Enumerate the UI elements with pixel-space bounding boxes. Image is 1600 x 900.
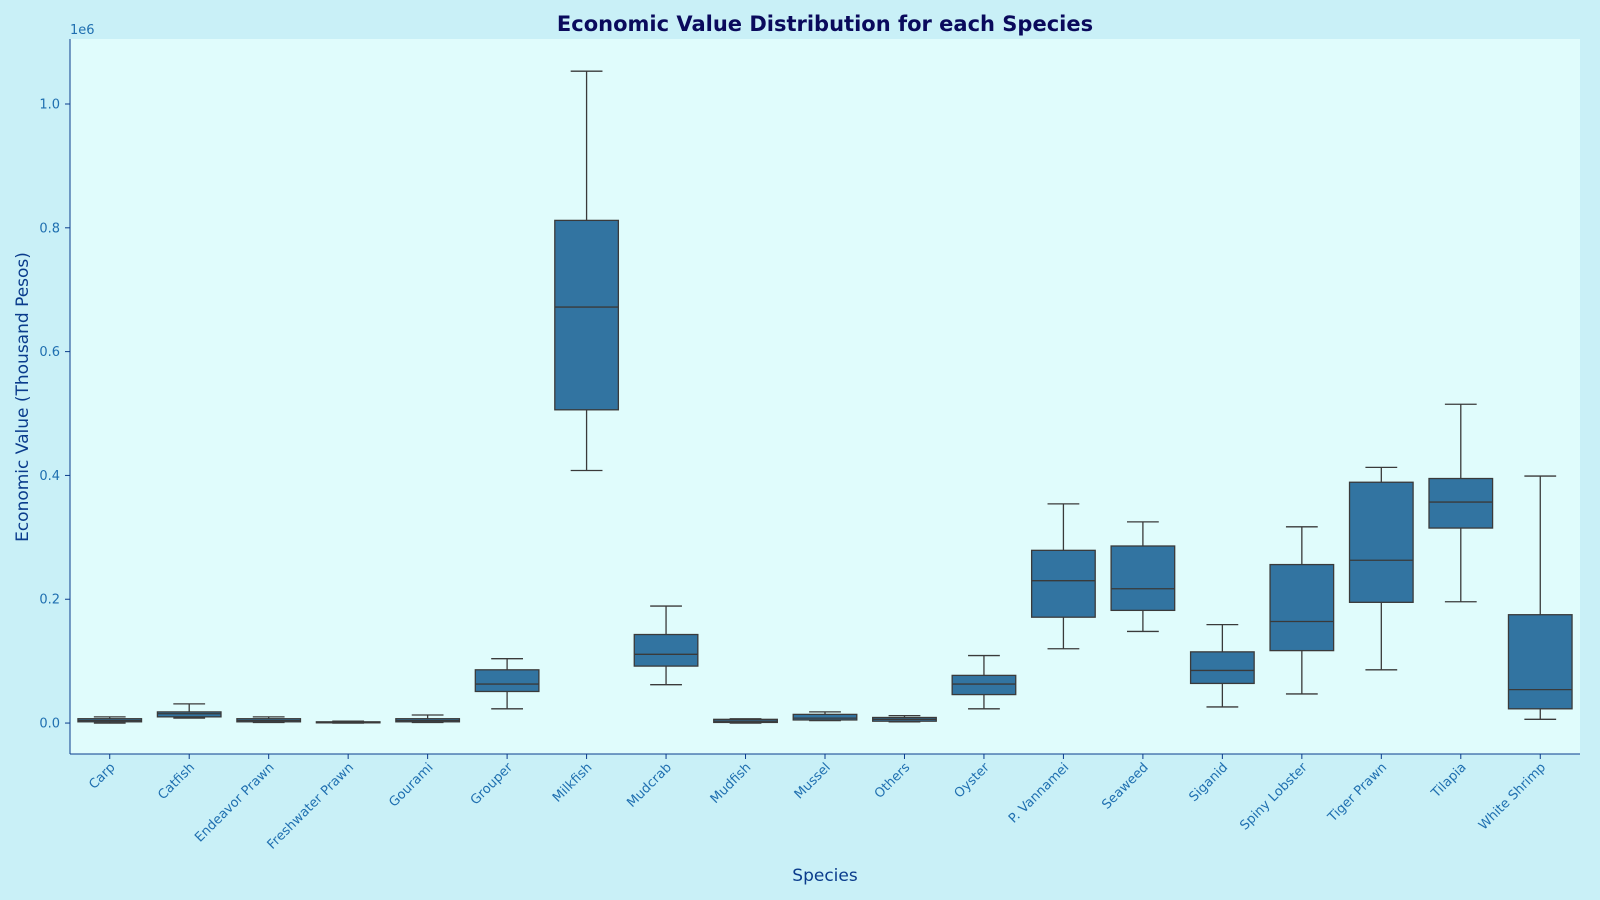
box-freshwater-prawn xyxy=(315,720,381,724)
x-tick-label: Seaweed xyxy=(1099,760,1151,812)
x-tick-label: Milkfish xyxy=(550,760,595,805)
box-tiger-prawn xyxy=(1348,466,1414,671)
box-oyster xyxy=(951,654,1017,710)
x-tick-label: Mudfish xyxy=(708,760,755,807)
iqr-box xyxy=(1030,549,1096,618)
x-tick-label: Mussel xyxy=(792,760,834,802)
iqr-box xyxy=(474,669,540,693)
y-axis: 0.0 0.2 0.4 0.6 0.8 1.0 xyxy=(39,39,71,754)
x-tick-label: P. Vannamei xyxy=(1006,760,1072,826)
iqr-box xyxy=(554,219,620,411)
x-tick-label: Carp xyxy=(86,760,118,792)
box-carp xyxy=(77,716,143,724)
x-tick-label: Endeavor Prawn xyxy=(192,760,277,845)
x-tick-label: Tilapia xyxy=(1428,760,1469,801)
x-tick-label: Spiny Lobster xyxy=(1237,760,1311,834)
x-tick-label: Freshwater Prawn xyxy=(265,760,357,852)
box-grouper xyxy=(474,658,540,710)
x-tick-label: Gourami xyxy=(386,760,436,810)
iqr-box xyxy=(1269,563,1335,652)
y-tick-label: 0.6 xyxy=(39,345,60,360)
x-tick-label: Grouper xyxy=(468,760,516,808)
x-tick-label: Siganid xyxy=(1187,760,1232,805)
box-milkfish xyxy=(554,70,620,472)
iqr-box xyxy=(633,633,699,667)
y-tick-label: 0.0 xyxy=(39,717,60,732)
iqr-box xyxy=(1110,545,1176,612)
y-tick-label: 0.8 xyxy=(39,221,60,236)
y-tick-label: 1.0 xyxy=(39,98,60,113)
x-tick-label: Tiger Prawn xyxy=(1325,760,1391,826)
y-axis-offset-label: 1e6 xyxy=(70,23,95,38)
box-others xyxy=(872,714,937,723)
box-spiny-lobster xyxy=(1269,526,1335,695)
y-tick-label: 0.2 xyxy=(39,593,60,608)
iqr-box xyxy=(792,713,858,721)
x-tick-label: Mudcrab xyxy=(624,760,675,811)
box-mudfish xyxy=(713,718,778,724)
iqr-box xyxy=(951,674,1017,696)
box-catfish xyxy=(156,703,222,719)
box-gourami xyxy=(395,714,461,724)
x-tick-label: Oyster xyxy=(952,760,994,802)
plot-area xyxy=(70,39,1580,754)
box-mussel xyxy=(792,711,858,722)
x-tick-label: Catfish xyxy=(155,760,198,803)
box-p-vannamei xyxy=(1030,503,1096,650)
box-siganid xyxy=(1189,623,1255,708)
box-mudcrab xyxy=(633,605,699,686)
x-tick-label: White Shrimp xyxy=(1476,760,1549,833)
iqr-box xyxy=(1507,614,1573,710)
box-series xyxy=(77,70,1573,724)
y-axis-label: Economic Value (Thousand Pesos) xyxy=(13,252,33,542)
box-seaweed xyxy=(1110,521,1176,633)
chart-title: Economic Value Distribution for each Spe… xyxy=(557,12,1093,36)
box-white-shrimp xyxy=(1507,475,1573,720)
box-endeavor-prawn xyxy=(236,716,302,724)
box-tilapia xyxy=(1428,403,1494,603)
x-axis-label: Species xyxy=(792,866,858,886)
iqr-box xyxy=(1428,477,1494,529)
iqr-box xyxy=(1189,651,1255,685)
iqr-box xyxy=(1348,481,1414,603)
y-tick-label: 0.4 xyxy=(39,469,60,484)
x-tick-label: Others xyxy=(872,760,914,802)
